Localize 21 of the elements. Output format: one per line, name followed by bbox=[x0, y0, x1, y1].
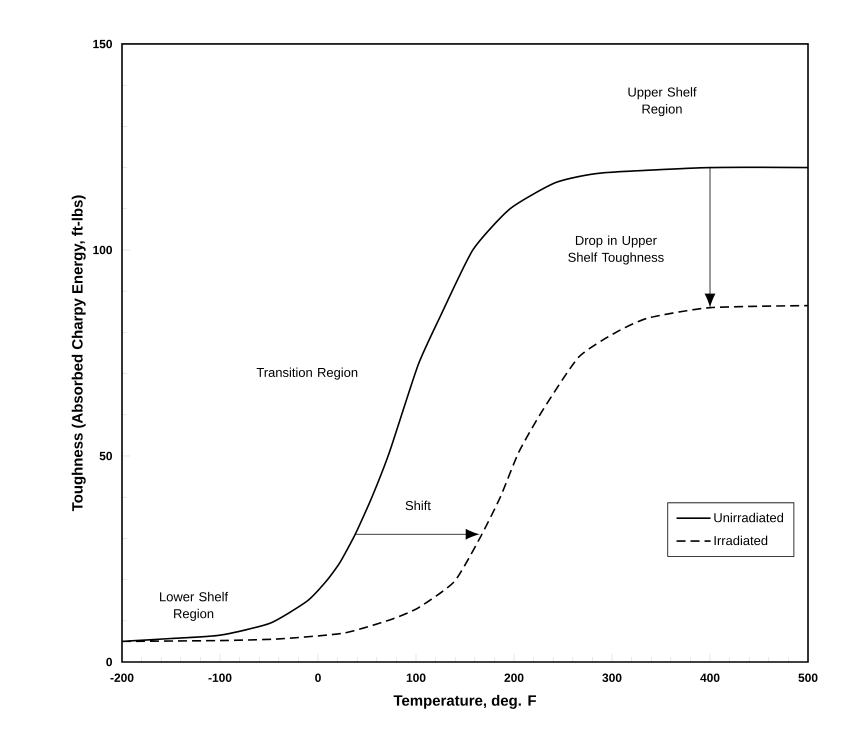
x-tick-label: 200 bbox=[504, 674, 524, 682]
y-axis-title: Toughness (Absorbed Charpy Energy, ft-lbs) bbox=[72, 195, 86, 512]
legend-label: Irradiated bbox=[714, 536, 768, 546]
annotation: Lower Shelf Region bbox=[160, 592, 228, 621]
y-tick-label: 0 bbox=[106, 658, 112, 666]
legend-label: Unirradiated bbox=[714, 512, 784, 522]
y-tick-label: 150 bbox=[93, 40, 112, 48]
x-axis-title: Temperature, deg. F bbox=[394, 694, 536, 709]
x-tick-label: 0 bbox=[315, 674, 321, 682]
annotation: Upper Shelf Region bbox=[628, 87, 697, 116]
x-tick-label: 500 bbox=[798, 674, 818, 682]
y-tick-label: 100 bbox=[93, 246, 112, 254]
x-tick-label: 100 bbox=[406, 674, 426, 682]
annotation: Transition Region bbox=[256, 368, 358, 380]
x-tick-label: -200 bbox=[110, 674, 134, 682]
annotation: Drop in Upper Shelf Toughness bbox=[568, 235, 664, 264]
x-tick-label: -100 bbox=[208, 674, 232, 682]
annotation: Shift bbox=[406, 500, 431, 510]
y-tick-label: 50 bbox=[100, 452, 112, 460]
x-tick-label: 400 bbox=[700, 674, 720, 682]
x-tick-label: 300 bbox=[602, 674, 622, 682]
